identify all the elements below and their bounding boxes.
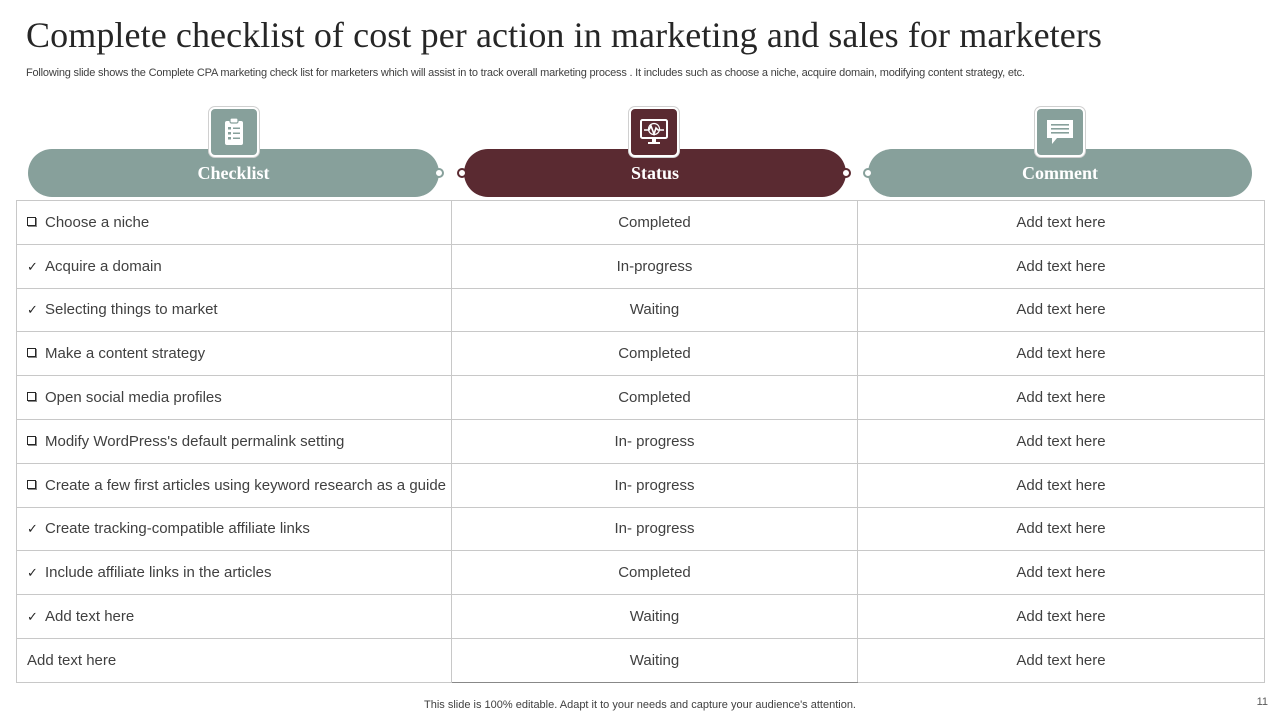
slide-subtitle: Following slide shows the Complete CPA m… [26, 67, 1025, 79]
checklist-item-label: Open social media profiles [45, 389, 222, 407]
comment-cell: Add text here [857, 462, 1265, 508]
table-row: Create a few first articles using keywor… [16, 462, 1265, 508]
comment-cell: Add text here [857, 506, 1265, 552]
status-header: Status [464, 149, 846, 197]
checklist-cell: Make a content strategy [16, 331, 452, 377]
comment-cell: Add text here [857, 637, 1265, 683]
table-row: Add text here Waiting Add text here [16, 637, 1265, 683]
checklist-item-label: Include affiliate links in the articles [45, 564, 272, 582]
checklist-header: Checklist [28, 149, 439, 197]
status-cell: Waiting [451, 594, 858, 639]
checkbox-icon [27, 435, 36, 445]
comment-cell: Add text here [857, 594, 1265, 639]
comment-cell: Add text here [857, 243, 1265, 289]
monitor-chart-icon [629, 107, 679, 157]
checklist-cell: ✓ Add text here [16, 594, 452, 639]
comment-cell: Add text here [857, 418, 1265, 464]
status-cell: In- progress [451, 462, 858, 508]
comment-cell: Add text here [857, 287, 1265, 333]
comment-cell: Add text here [857, 550, 1265, 596]
comment-cell: Add text here [857, 200, 1265, 245]
status-cell: In- progress [451, 506, 858, 552]
footer-note: This slide is 100% editable. Adapt it to… [424, 699, 856, 711]
checkmark-icon: ✓ [27, 609, 38, 625]
table-row: ✓ Acquire a domain In-progress Add text her… [16, 243, 1265, 289]
checklist-cell: ✓ Include affiliate links in the articles [16, 550, 452, 596]
checklist-cell: ✓ Create tracking-compatible affiliate li… [16, 506, 452, 552]
status-cell: Waiting [451, 637, 858, 683]
checklist-item-label: Create tracking-compatible affiliate lin… [45, 520, 310, 538]
table-row: ✓ Add text here Waiting Add text here [16, 594, 1265, 639]
checkbox-icon [27, 479, 36, 489]
checklist-cell: ✓ Acquire a domain [16, 243, 452, 289]
comment-cell: Add text here [857, 375, 1265, 420]
checkmark-icon: ✓ [27, 258, 38, 274]
checkmark-icon: ✓ [27, 565, 38, 581]
slide-title: Complete checklist of cost per action in… [26, 15, 1103, 55]
status-cell: Completed [451, 200, 858, 245]
checklist-cell: ✓ Selecting things to market [16, 287, 452, 333]
status-cell: Completed [451, 375, 858, 420]
table-row: ✓ Selecting things to market Waiting Add te… [16, 287, 1265, 333]
comment-cell: Add text here [857, 331, 1265, 377]
checklist-cell: Modify WordPress's default permalink set… [16, 418, 452, 464]
table-row: Choose a niche Completed Add text here [16, 200, 1265, 245]
checklist-item-label: Selecting things to market [45, 301, 218, 319]
checkbox-icon [27, 392, 36, 402]
page-number: 11 [1256, 696, 1268, 708]
connector-dot [863, 168, 873, 178]
checklist-table: Choose a niche Completed Add text here ✓ Acq… [16, 200, 1265, 683]
checklist-item-label: Modify WordPress's default permalink set… [45, 432, 345, 450]
comment-header: Comment [868, 149, 1252, 197]
status-cell: In- progress [451, 418, 858, 464]
speech-bubble-icon [1035, 107, 1085, 157]
checkmark-icon: ✓ [27, 521, 38, 537]
table-row: ✓ Create tracking-compatible affiliate li… [16, 506, 1265, 552]
connector-dot [841, 168, 851, 178]
checklist-cell: Open social media profiles [16, 375, 452, 420]
checklist-item-label: Acquire a domain [45, 257, 162, 275]
table-row: ✓ Include affiliate links in the articles… [16, 550, 1265, 596]
clipboard-icon [209, 107, 259, 157]
table-row: Make a content strategy Completed Add text… [16, 331, 1265, 377]
checklist-cell: Create a few first articles using keywor… [16, 462, 452, 508]
table-row: Open social media profiles Completed Add t… [16, 375, 1265, 420]
status-cell: Completed [451, 550, 858, 596]
status-cell: Completed [451, 331, 858, 377]
checklist-item-label: Make a content strategy [45, 345, 206, 363]
connector-dot [434, 168, 444, 178]
checkbox-icon [27, 348, 36, 358]
connector-dot [457, 168, 467, 178]
table-row: Modify WordPress's default permalink set… [16, 418, 1265, 464]
status-cell: Waiting [451, 287, 858, 333]
checkbox-icon [27, 216, 36, 226]
checklist-item-label: Create a few first articles using keywor… [45, 476, 447, 494]
checklist-cell: Choose a niche [16, 200, 452, 245]
checklist-item-label: Choose a niche [45, 213, 150, 231]
checklist-cell: Add text here [16, 637, 452, 683]
status-cell: In-progress [451, 243, 858, 289]
checklist-item-label: Add text here [27, 651, 117, 669]
checkmark-icon: ✓ [27, 302, 38, 318]
checklist-item-label: Add text here [45, 608, 135, 626]
